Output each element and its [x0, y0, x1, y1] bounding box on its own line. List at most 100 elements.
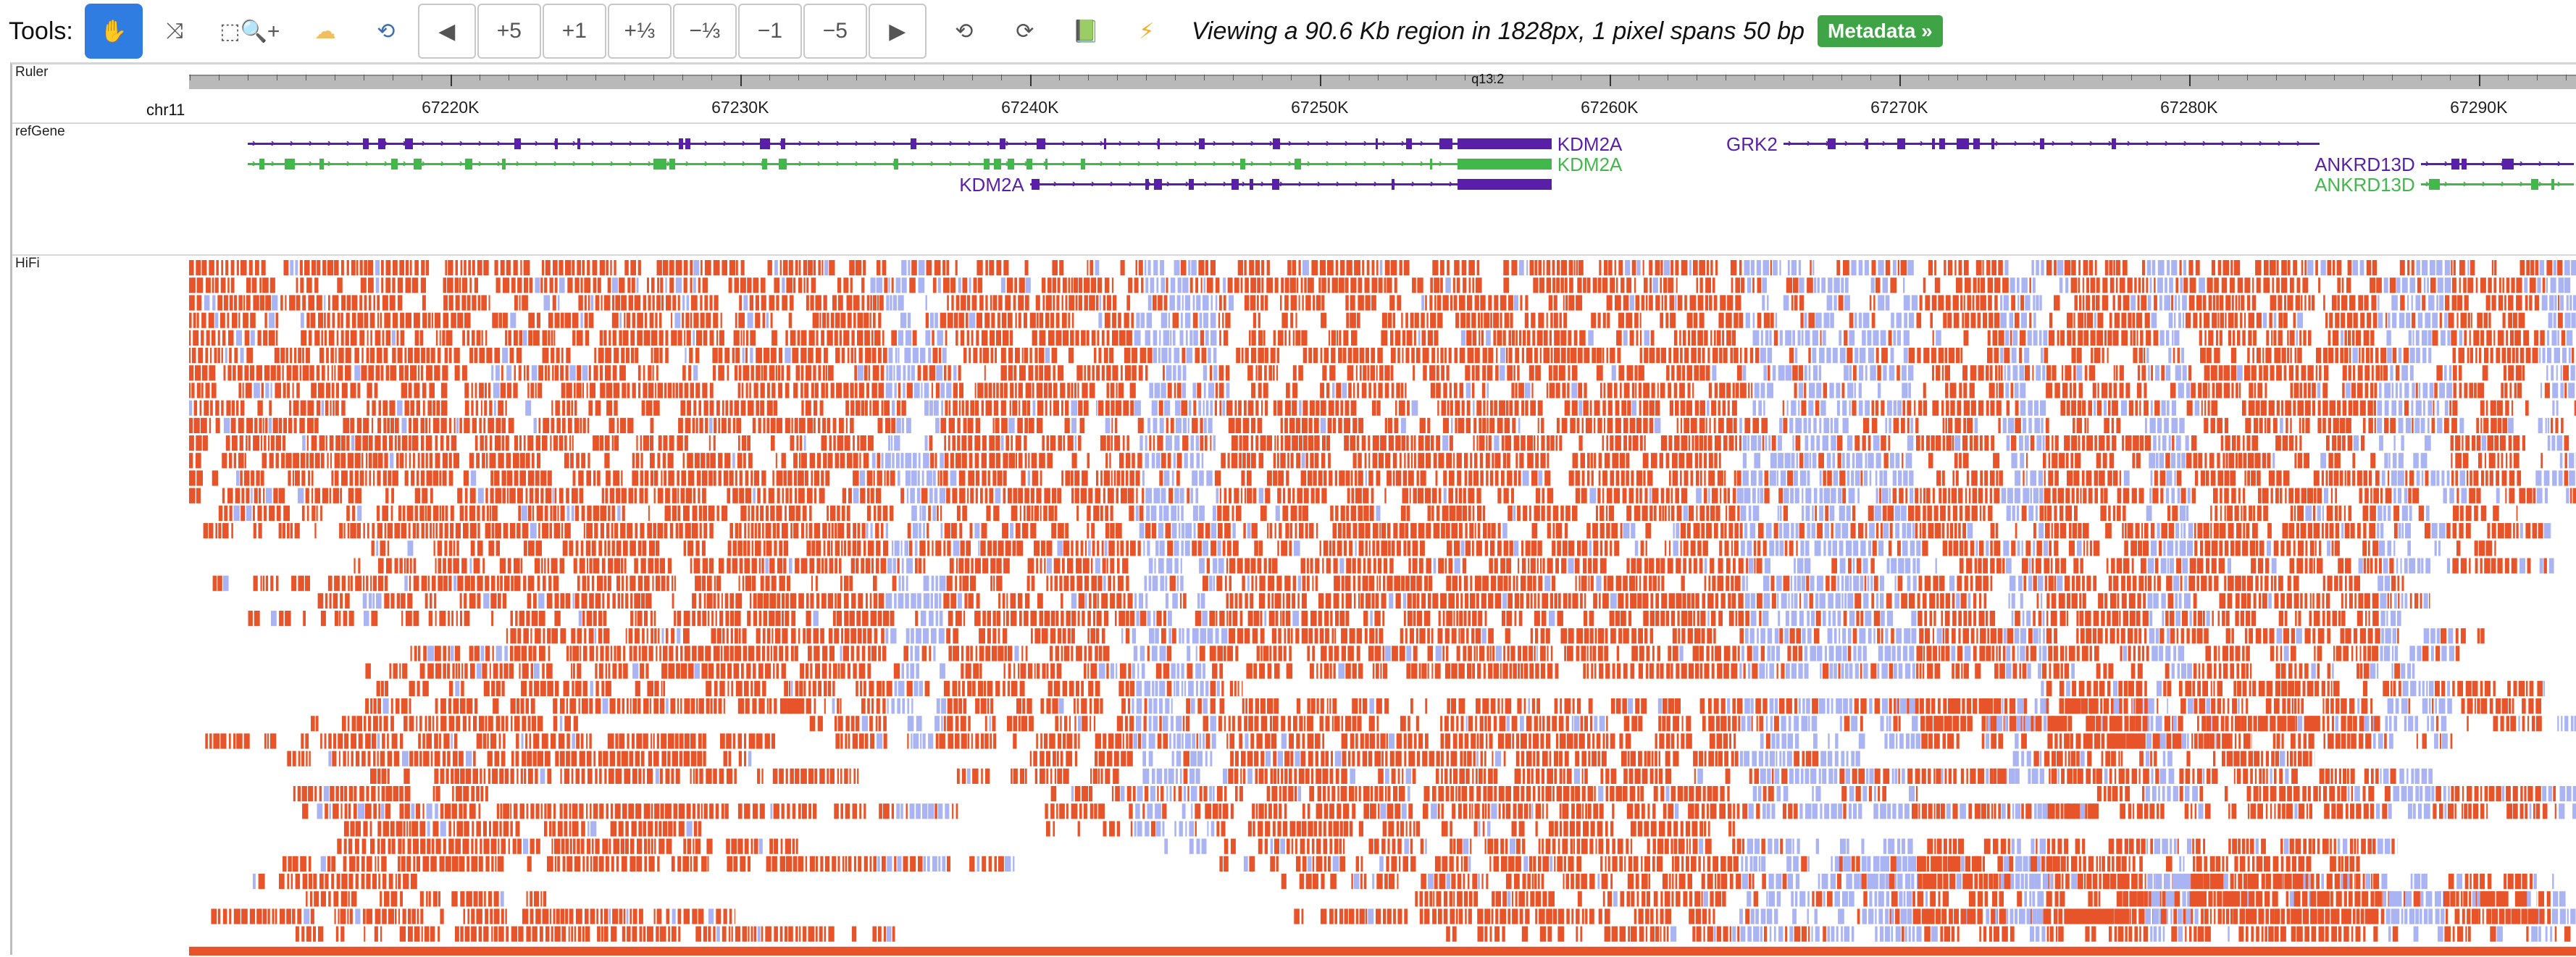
methylation-call	[1884, 453, 1889, 468]
methylation-call	[414, 348, 420, 363]
strand-arrow-icon: ›	[2278, 138, 2281, 149]
methylation-call	[1022, 401, 1026, 416]
methylation-call	[2485, 470, 2488, 485]
methylation-call	[446, 435, 449, 451]
methylation-call	[1515, 383, 1517, 398]
zoom-in-third-button[interactable]: +⅓	[608, 4, 672, 59]
zoom-out-third-button[interactable]: −⅓	[673, 4, 737, 59]
methylation-call	[1263, 383, 1268, 398]
methylation-call	[1497, 330, 1502, 346]
methylation-call	[701, 313, 705, 328]
methylation-call	[870, 313, 871, 328]
gene-name-label[interactable]: ANKRD13D	[2314, 155, 2415, 174]
gene-exon	[766, 138, 770, 149]
strand-arrow-icon: ›	[553, 158, 557, 170]
zoom-in-5-button[interactable]: +5	[477, 4, 541, 59]
methylation-call	[2123, 260, 2128, 275]
gene-name-label[interactable]: KDM2A	[959, 175, 1024, 194]
methylation-call	[451, 313, 456, 328]
methylation-call	[1366, 348, 1369, 363]
methylation-call	[1660, 313, 1663, 328]
methylation-call	[1183, 365, 1187, 380]
methylation-call	[1907, 418, 1910, 433]
methylation-call	[2367, 313, 2371, 328]
strand-arrow-icon: ›	[535, 138, 538, 149]
gene-name-label[interactable]: KDM2A	[1557, 155, 1623, 174]
methylation-call	[1385, 418, 1387, 433]
methylation-call	[203, 435, 208, 451]
methylation-call	[397, 401, 403, 416]
methylation-call	[379, 401, 382, 416]
methylation-call	[2448, 313, 2454, 328]
methylation-call	[2563, 365, 2569, 380]
rearrange-button[interactable]: ⟲	[357, 4, 415, 59]
zoom-in-1-button[interactable]: +1	[543, 4, 606, 59]
metadata-button[interactable]: Metadata »	[1818, 15, 1943, 47]
methylation-call	[2067, 470, 2073, 485]
methylation-call	[932, 330, 934, 346]
methylation-call	[1164, 401, 1170, 416]
pan-tool-button[interactable]: ✋	[85, 4, 143, 59]
methylation-call	[1100, 435, 1106, 451]
methylation-call	[221, 401, 224, 416]
methylation-call	[562, 418, 566, 433]
methylation-call	[1699, 313, 1705, 328]
strand-arrow-icon: ›	[1062, 138, 1066, 149]
gene-name-label[interactable]: GRK2	[1726, 135, 1778, 154]
methylation-call	[1388, 418, 1392, 433]
methylation-call	[663, 260, 669, 275]
methylation-call	[2539, 348, 2541, 363]
methylation-call	[766, 313, 769, 328]
methylation-call	[1713, 348, 1718, 363]
methylation-call	[937, 330, 943, 346]
methylation-call	[189, 383, 191, 398]
methylation-call	[1762, 295, 1765, 310]
methylation-call	[758, 418, 761, 433]
methylation-call	[2041, 418, 2043, 433]
methylation-call	[1111, 383, 1115, 398]
pan-right-button[interactable]: ▶	[869, 4, 927, 59]
cloud-button[interactable]: ☁	[296, 4, 354, 59]
undo-button[interactable]: ⟲	[935, 4, 993, 59]
methylation-call	[2244, 365, 2250, 380]
gene-name-label[interactable]: KDM2A	[1557, 135, 1623, 154]
methylation-call	[676, 277, 682, 293]
methylation-call	[2041, 260, 2044, 275]
methylation-call	[1001, 435, 1004, 451]
zoom-out-1-button[interactable]: −1	[738, 4, 802, 59]
methylation-call	[2478, 453, 2482, 468]
methylation-call	[1759, 470, 1763, 485]
methylation-call	[2344, 330, 2347, 346]
methylation-call	[2544, 470, 2550, 485]
zoom-out-5-button[interactable]: −5	[803, 4, 867, 59]
methylation-call	[806, 401, 811, 416]
ruler-minor-tick	[1841, 75, 1842, 80]
methylation-call	[1500, 295, 1507, 310]
hifi-track[interactable]: HiFi	[12, 256, 2576, 957]
gene-exon	[1932, 138, 1935, 149]
book-button[interactable]: 📗	[1057, 4, 1115, 59]
methylation-call	[774, 260, 778, 275]
methylation-call	[2054, 295, 2060, 310]
pan-left-button[interactable]: ◀	[418, 4, 476, 59]
reorder-tool-button[interactable]: ⤨	[146, 4, 204, 59]
methylation-call	[443, 470, 447, 485]
methylation-call	[443, 295, 448, 310]
methylation-call	[859, 453, 861, 468]
methylation-call	[238, 295, 242, 310]
methylation-call	[509, 418, 514, 433]
methylation-call	[2360, 313, 2364, 328]
methylation-call	[614, 435, 619, 451]
methylation-call	[913, 330, 917, 346]
methylation-call	[996, 453, 1000, 468]
methylation-call	[1096, 401, 1097, 416]
methylation-call	[386, 260, 391, 275]
zoom-region-button[interactable]: ⬚🔍+	[206, 4, 293, 59]
redo-button[interactable]: ⟳	[996, 4, 1054, 59]
methylation-call	[1345, 295, 1349, 310]
live-update-button[interactable]: ⚡	[1118, 4, 1176, 59]
methylation-call	[2049, 313, 2052, 328]
refgene-track[interactable]: refGene ››››››››››››››››››››››››››››››››…	[12, 124, 2576, 254]
methylation-call	[1320, 260, 1326, 275]
gene-name-label[interactable]: ANKRD13D	[2314, 175, 2415, 194]
